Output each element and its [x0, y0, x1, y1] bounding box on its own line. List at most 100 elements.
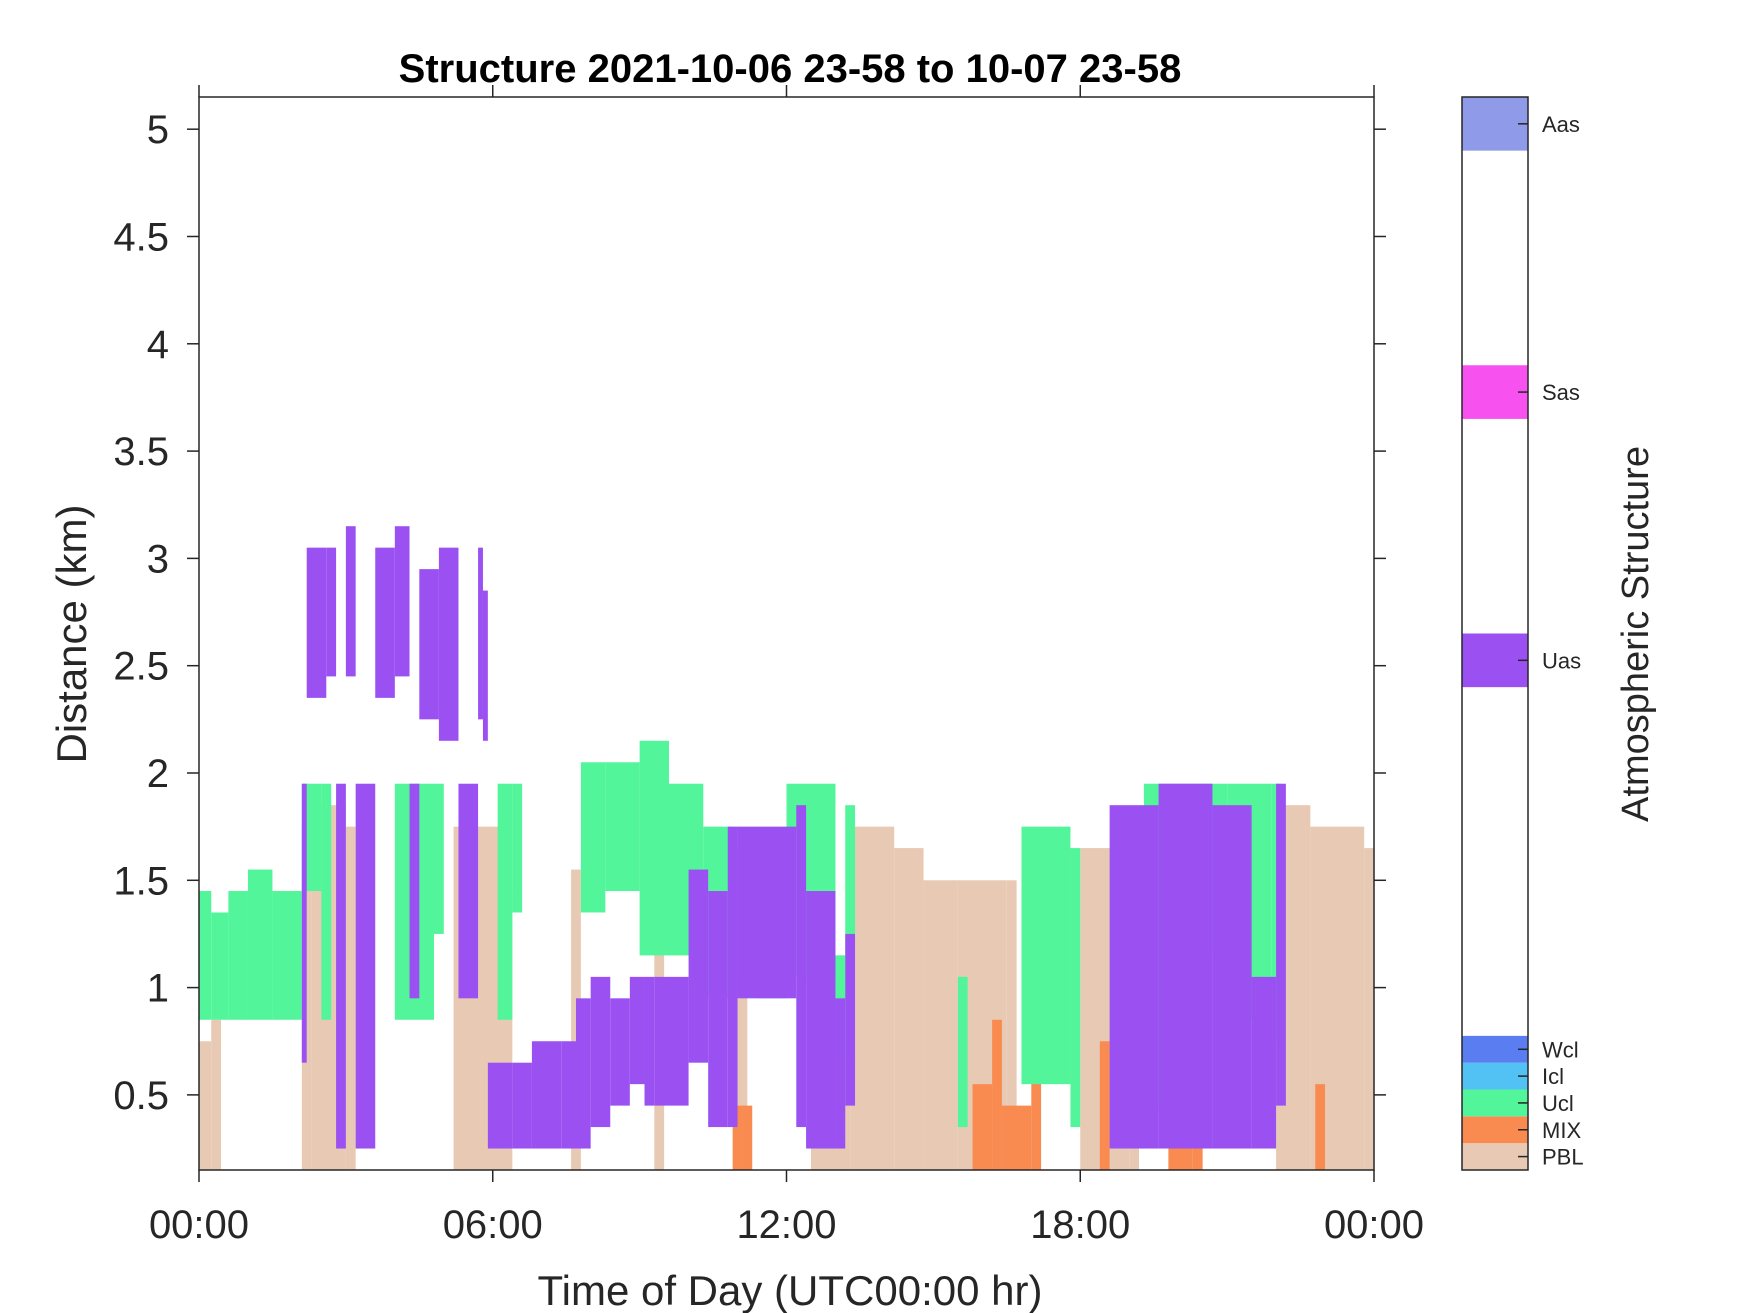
- colorbar-tick-label: Icl: [1542, 1064, 1564, 1089]
- cell-uas: [487, 1062, 513, 1149]
- cell-ucl: [957, 976, 968, 1128]
- cell-uas: [336, 783, 346, 1149]
- chart-title: Structure 2021-10-06 23-58 to 10-07 23-5…: [399, 47, 1182, 91]
- plot-area: [199, 97, 1374, 1170]
- cell-ucl: [512, 783, 523, 913]
- cell-uas: [575, 998, 591, 1149]
- colorbar-swatch-uas: [1462, 633, 1528, 688]
- cell-mix: [742, 1105, 753, 1170]
- cell-ucl: [247, 869, 273, 1020]
- cell-uas: [482, 590, 488, 741]
- colorbar-swatch-aas: [1462, 97, 1528, 151]
- x-tick-label: 00:00: [1324, 1203, 1424, 1247]
- cell-mix: [1099, 1041, 1110, 1170]
- cell-ucl: [845, 805, 856, 1063]
- x-tick-label: 06:00: [443, 1203, 543, 1247]
- cell-uas: [394, 526, 410, 677]
- cell-uas: [1109, 805, 1159, 1149]
- cell-uas: [806, 891, 836, 1149]
- colorbar-frame: [1461, 96, 1529, 1171]
- cell-uas: [301, 783, 307, 1063]
- cell-mix: [1031, 1062, 1042, 1170]
- cell-uas: [478, 547, 483, 720]
- cell-ucl: [321, 783, 332, 1020]
- cell-pbl: [923, 880, 958, 1170]
- cell-uas: [458, 783, 479, 999]
- colorbar-swatch-wcl: [1462, 1035, 1528, 1063]
- cell-ucl: [1070, 848, 1081, 1128]
- cell-uas: [306, 547, 327, 698]
- cell-uas: [796, 805, 807, 1128]
- cell-ucl: [1271, 783, 1281, 1042]
- cell-uas: [708, 891, 728, 1128]
- cell-mix: [992, 1019, 1002, 1170]
- cell-ucl: [228, 891, 248, 1020]
- y-tick-label: 3.5: [113, 430, 169, 474]
- x-tick-label: 12:00: [736, 1203, 836, 1247]
- cell-uas: [409, 783, 420, 999]
- cell-pbl: [894, 848, 924, 1170]
- y-tick-label: 1.5: [113, 859, 169, 903]
- cell-mix: [1315, 1084, 1326, 1170]
- cell-ucl: [605, 762, 640, 892]
- cell-mix: [1001, 1105, 1032, 1170]
- cell-mix: [972, 1084, 993, 1170]
- colorbar-swatch-ucl: [1462, 1089, 1528, 1117]
- cell-uas: [629, 976, 645, 1085]
- colorbar-tick-label: Ucl: [1542, 1091, 1574, 1116]
- cell-uas: [1212, 805, 1252, 1149]
- cell-pbl: [211, 1019, 222, 1170]
- y-tick-label: 4: [147, 323, 169, 367]
- x-tick-label: 00:00: [149, 1203, 249, 1247]
- colorbar-tick-label: PBL: [1542, 1145, 1584, 1170]
- y-tick-label: 0.5: [113, 1074, 169, 1118]
- cell-uas: [561, 1041, 576, 1149]
- y-tick-label: 3: [147, 537, 169, 581]
- cell-pbl: [1364, 848, 1374, 1170]
- cell-uas: [1276, 783, 1286, 1106]
- cell-uas: [1158, 783, 1213, 1149]
- cell-ucl: [199, 891, 212, 1020]
- cell-uas: [345, 526, 356, 677]
- cell-ucl: [497, 783, 513, 1020]
- cell-pbl: [571, 869, 581, 1170]
- colorbar-label: Atmospheric Structure: [1615, 446, 1657, 822]
- cell-uas: [419, 569, 439, 720]
- cell-uas: [326, 547, 337, 677]
- cell-uas: [737, 826, 797, 999]
- cell-uas: [610, 998, 630, 1106]
- colorbar-tick-label: Aas: [1542, 112, 1580, 137]
- cell-ucl: [211, 912, 229, 1020]
- cell-uas: [512, 1062, 532, 1149]
- cell-ucl: [639, 740, 669, 956]
- cell-uas: [375, 547, 395, 698]
- cell-uas: [355, 783, 376, 1149]
- cell-uas: [644, 976, 655, 1106]
- cell-uas: [654, 976, 689, 1106]
- cell-uas: [590, 976, 611, 1128]
- cell-mix: [732, 1105, 743, 1170]
- colorbar-swatch-sas: [1462, 365, 1528, 419]
- cell-uas: [531, 1041, 562, 1149]
- colorbar-tick-label: MIX: [1542, 1118, 1581, 1143]
- colorbar-swatch-icl: [1462, 1062, 1528, 1090]
- cell-ucl: [272, 891, 302, 1020]
- cell-pbl: [737, 912, 748, 1170]
- colorbar-swatch-mix: [1462, 1116, 1528, 1144]
- cell-ucl: [580, 762, 606, 913]
- cell-ucl: [1021, 826, 1071, 1085]
- x-tick-label: 18:00: [1030, 1203, 1130, 1247]
- x-axis-label: Time of Day (UTC00:00 hr): [538, 1267, 1043, 1313]
- cell-pbl: [1006, 880, 1017, 1170]
- cell-uas: [727, 826, 738, 1128]
- colorbar-tick-label: Wcl: [1542, 1037, 1579, 1062]
- y-tick-label: 4.5: [113, 215, 169, 259]
- y-tick-label: 2.5: [113, 645, 169, 689]
- cell-ucl: [434, 783, 444, 934]
- cell-uas: [438, 547, 459, 741]
- cell-pbl: [345, 826, 356, 1170]
- y-axis-label: Distance (km): [48, 504, 95, 763]
- cell-pbl: [502, 891, 513, 1170]
- cell-uas: [845, 933, 856, 1106]
